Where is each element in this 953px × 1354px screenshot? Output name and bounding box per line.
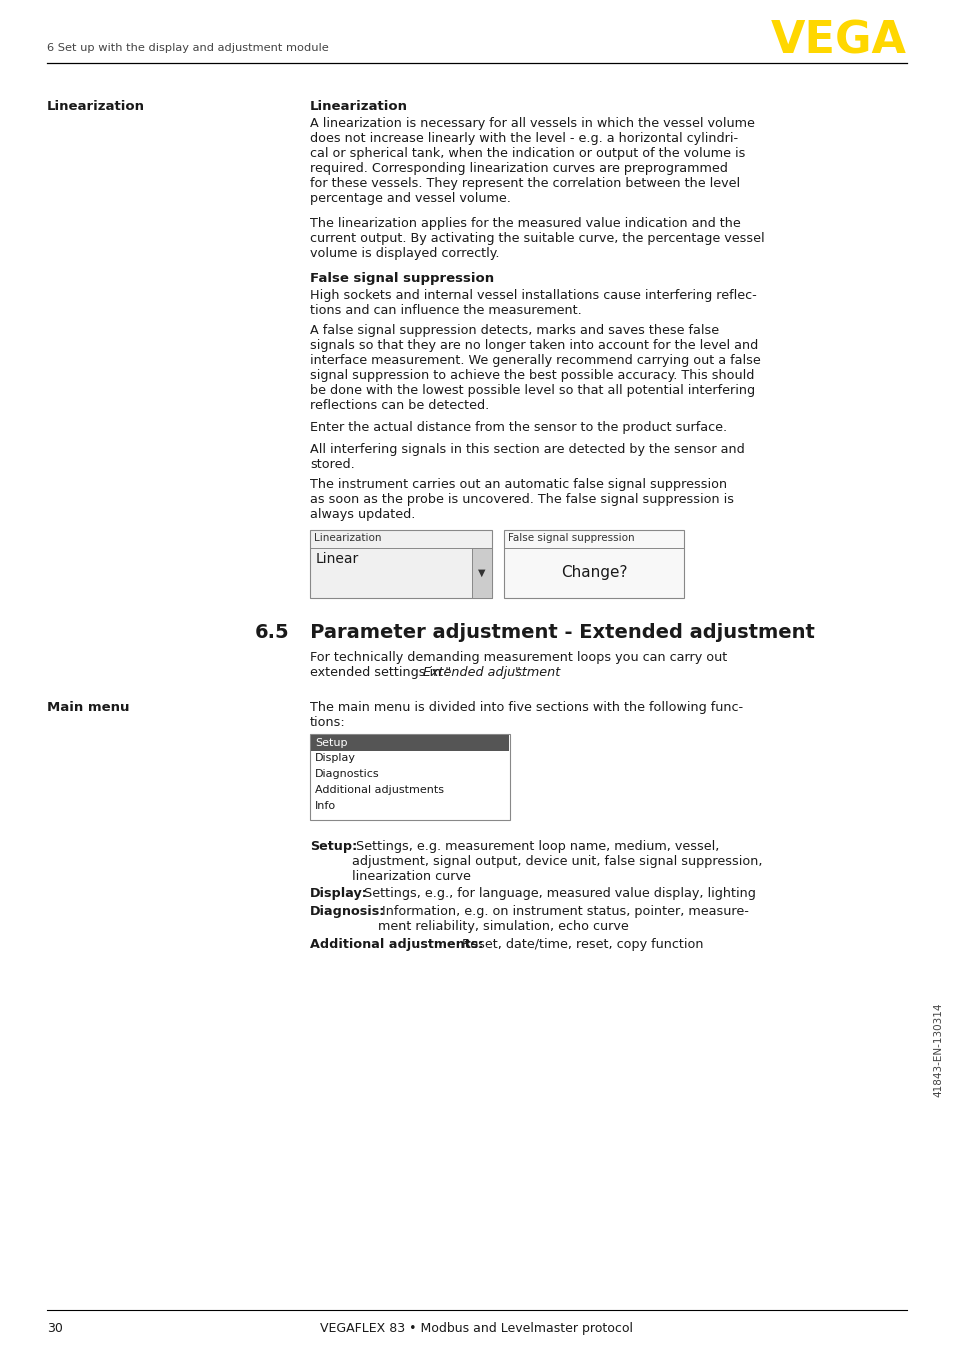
Text: Settings, e.g., for language, measured value display, lighting: Settings, e.g., for language, measured v… — [359, 887, 755, 900]
Text: All interfering signals in this section are detected by the sensor and
stored.: All interfering signals in this section … — [310, 443, 744, 471]
Bar — [503, 529, 683, 598]
Text: Reset, date/time, reset, copy function: Reset, date/time, reset, copy function — [457, 938, 702, 951]
Text: False signal suppression: False signal suppression — [507, 533, 634, 543]
Text: Diagnostics: Diagnostics — [314, 769, 379, 779]
Text: The main menu is divided into five sections with the following func-
tions:: The main menu is divided into five secti… — [310, 701, 742, 728]
Text: Main menu: Main menu — [47, 701, 130, 714]
Text: A linearization is necessary for all vessels in which the vessel volume
does not: A linearization is necessary for all ves… — [310, 116, 754, 204]
Text: Diagnosis:: Diagnosis: — [310, 904, 385, 918]
Text: ▼: ▼ — [477, 567, 485, 578]
Bar — [310, 529, 492, 598]
Text: Additional adjustments: Additional adjustments — [314, 785, 443, 795]
Text: Linear: Linear — [315, 552, 359, 566]
Text: ".: ". — [514, 666, 524, 678]
Text: Settings, e.g. measurement loop name, medium, vessel,
adjustment, signal output,: Settings, e.g. measurement loop name, me… — [352, 839, 761, 883]
Text: The linearization applies for the measured value indication and the
current outp: The linearization applies for the measur… — [310, 217, 763, 260]
Bar — [472, 548, 492, 598]
Text: 41843-EN-130314: 41843-EN-130314 — [932, 1003, 942, 1097]
Text: 6 Set up with the display and adjustment module: 6 Set up with the display and adjustment… — [47, 43, 329, 53]
Bar — [310, 734, 510, 821]
Text: The instrument carries out an automatic false signal suppression
as soon as the : The instrument carries out an automatic … — [310, 478, 733, 521]
Text: VEGA: VEGA — [770, 20, 906, 64]
Text: Additional adjustments:: Additional adjustments: — [310, 938, 483, 951]
Text: Linearization: Linearization — [47, 100, 145, 112]
Text: 30: 30 — [47, 1322, 63, 1335]
Text: Display: Display — [314, 753, 355, 764]
Text: 6.5: 6.5 — [254, 623, 290, 642]
Text: VEGAFLEX 83 • Modbus and Levelmaster protocol: VEGAFLEX 83 • Modbus and Levelmaster pro… — [320, 1322, 633, 1335]
Text: Setup:: Setup: — [310, 839, 356, 853]
Text: A false signal suppression detects, marks and saves these false
signals so that : A false signal suppression detects, mark… — [310, 324, 760, 412]
Text: False signal suppression: False signal suppression — [310, 272, 494, 284]
Text: Display:: Display: — [310, 887, 368, 900]
Text: Linearization: Linearization — [314, 533, 381, 543]
Text: Linearization: Linearization — [310, 100, 408, 112]
Text: Extended adjustment: Extended adjustment — [423, 666, 560, 678]
Text: extended settings in ": extended settings in " — [310, 666, 451, 678]
Text: Parameter adjustment - Extended adjustment: Parameter adjustment - Extended adjustme… — [290, 623, 814, 642]
Text: Enter the actual distance from the sensor to the product surface.: Enter the actual distance from the senso… — [310, 421, 726, 435]
Text: Info: Info — [314, 802, 335, 811]
Text: Information, e.g. on instrument status, pointer, measure-
ment reliability, simu: Information, e.g. on instrument status, … — [377, 904, 748, 933]
Text: High sockets and internal vessel installations cause interfering reflec-
tions a: High sockets and internal vessel install… — [310, 288, 756, 317]
Text: For technically demanding measurement loops you can carry out: For technically demanding measurement lo… — [310, 651, 726, 663]
Text: Change?: Change? — [560, 566, 626, 581]
Bar — [311, 735, 509, 751]
Text: Setup: Setup — [314, 738, 347, 747]
